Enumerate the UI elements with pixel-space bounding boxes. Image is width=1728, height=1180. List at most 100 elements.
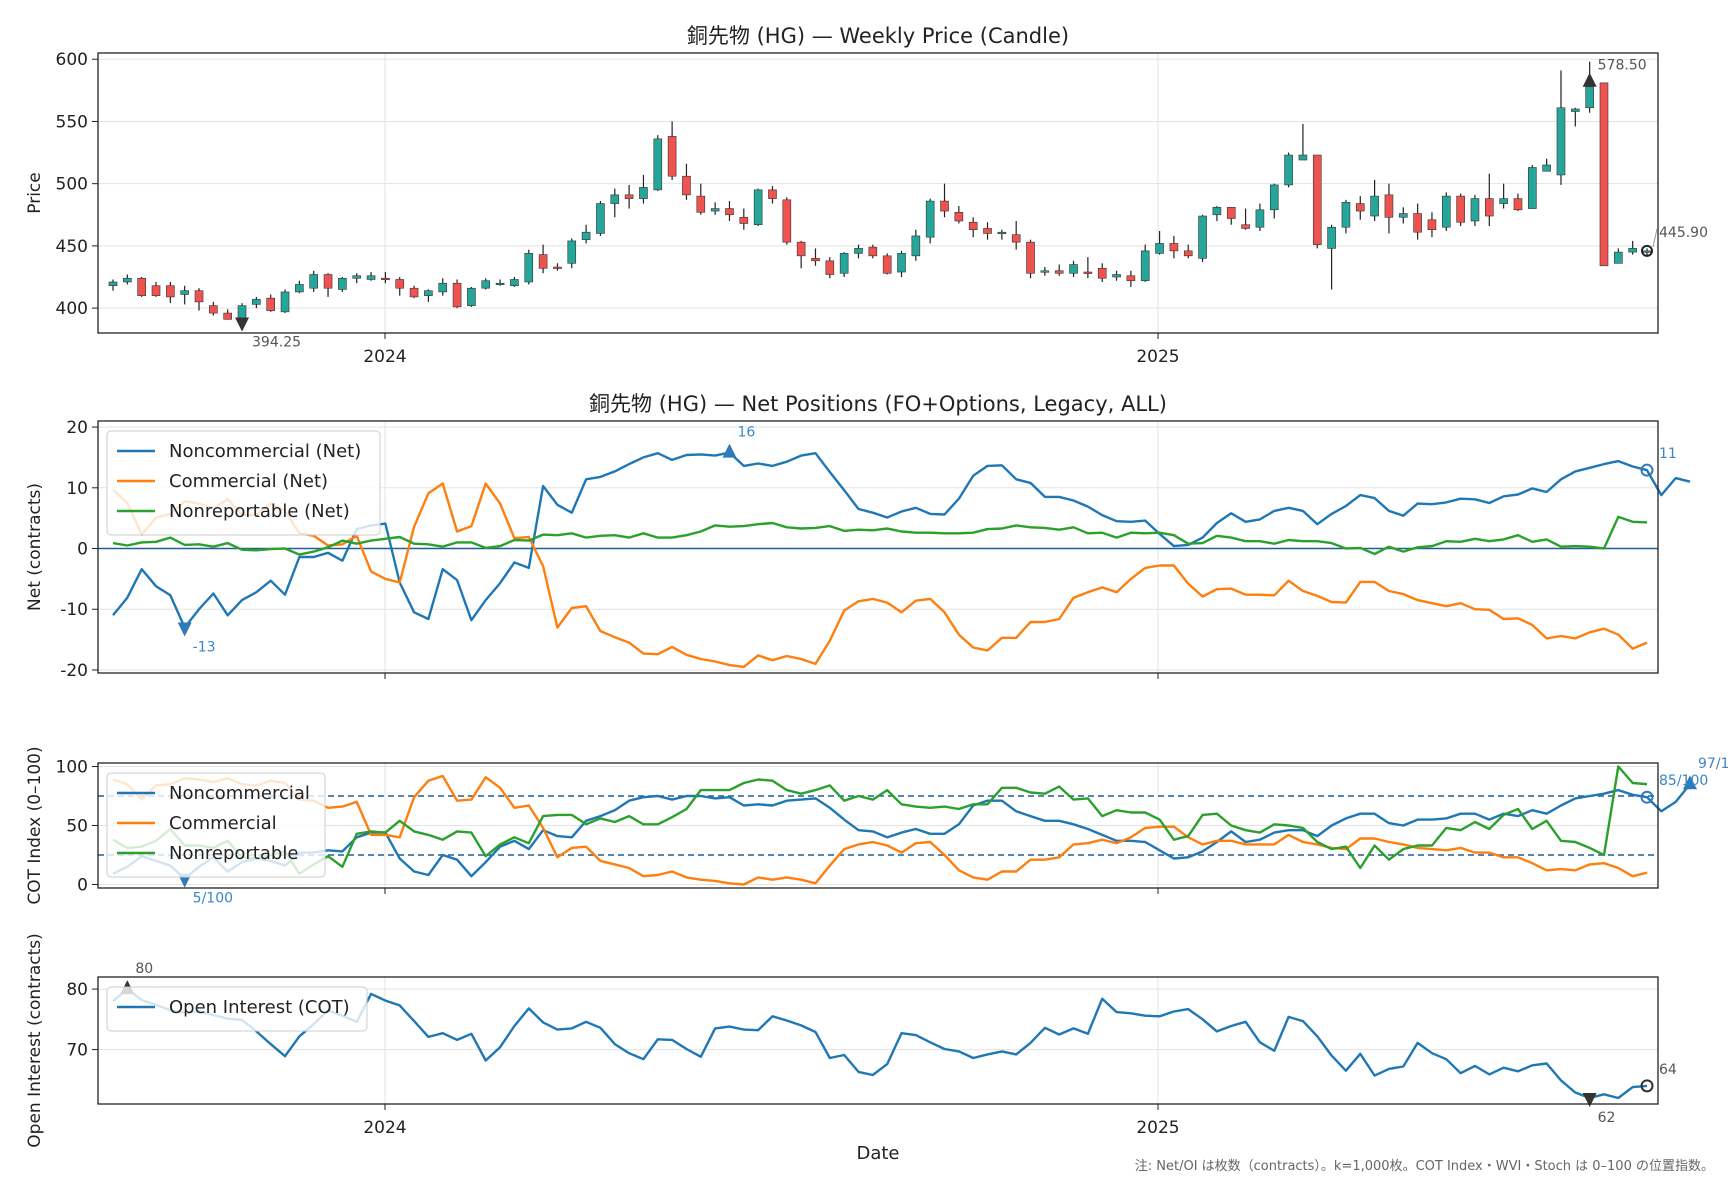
oi-ytick-label: 70 [66,1041,88,1061]
candle-body [725,208,734,216]
candle-body [1140,250,1150,282]
price-xtick-label-2025: 2025 [1136,347,1179,367]
candle-body [1255,209,1265,228]
candle-body [467,287,476,306]
candle-body [696,195,706,213]
candle-body [1441,195,1451,228]
candle-body [295,284,304,293]
candle-body [538,254,548,269]
candle-body [280,291,290,313]
candle-body [983,228,992,234]
price-ytick-label: 450 [56,237,88,257]
candle-body [137,277,146,296]
oi-ylabel: Open Interest (contracts) [25,933,45,1147]
candle-body [1298,154,1308,161]
candle-body [624,194,634,199]
candle-body [209,305,218,314]
price-last-leader [1652,228,1658,247]
candle-body [1011,234,1021,243]
candle-body [1083,271,1093,274]
candle-body [940,200,949,212]
candle-body [811,258,820,262]
candle-body [1556,107,1566,176]
price-ytick-label: 500 [56,175,88,195]
candle-body [825,260,835,275]
candle-body [682,175,691,196]
price-min-label: 394.25 [252,335,301,351]
candle-body [1355,203,1365,212]
legend-box [106,772,326,878]
candle-body [1427,219,1437,231]
price-ytick-label: 400 [56,299,88,319]
candle-body [968,221,978,231]
candle-body [1112,274,1121,278]
candle-body [1528,167,1537,209]
candle-body [409,287,419,298]
min-label: 62 [1598,1110,1616,1126]
cot-ylabel: COT Index (0–100) [25,746,45,904]
net-ytick-label: -20 [60,661,88,681]
series-line-commercial-net- [112,482,1648,669]
last-label: 11 [1659,446,1677,462]
candle-body [1054,270,1064,274]
legend-label: Commercial (Net) [169,471,328,492]
candle-body [739,216,749,224]
candle-body [1456,195,1465,223]
candle-body [1040,270,1050,273]
candle-body [1126,275,1136,282]
candle-body [1384,194,1394,218]
candle-body [1269,184,1279,211]
candle-body [323,274,333,289]
candle-body [1069,264,1078,274]
net-panel: -20 -10 0 10 20 Net (contracts) 銅先物 (HG) — Net… [25,392,1691,681]
oi-xtick-label-2025: 2025 [1136,1118,1179,1138]
min-marker [177,622,192,637]
candle-body [252,299,261,305]
candle-body [567,240,577,264]
footnote: 注: Net/OI は枚数（contracts）。k=1,000枚。COT In… [1134,1159,1714,1174]
candle-body [925,200,935,238]
oi-ytick-label: 80 [66,980,88,1000]
candle-body [495,282,505,286]
candle-body [653,138,663,191]
candle-body [1198,215,1207,259]
candle-body [581,231,591,240]
candle-body [796,241,806,257]
price-xtick-label-2024: 2024 [363,347,406,367]
candle-body [194,290,204,303]
price-ytick-label: 600 [56,50,88,70]
candle-body [911,235,921,257]
candle-body [1599,82,1609,267]
last-label: 85/100 [1659,773,1708,789]
candle-body [452,282,462,308]
price-max-marker [1582,72,1597,87]
max-label: 80 [135,961,153,977]
candle-body [882,255,892,274]
series-line-noncommercial [112,783,1691,880]
candle-body [854,248,863,254]
axes-frame [97,52,1659,334]
candle-body [1341,202,1351,228]
candle-body [1370,195,1379,217]
price-panel: 400 450 500 550 600 Price 銅先物 (HG) — Weekly Pr… [25,24,1708,367]
candle-body [868,246,878,257]
candle-body [338,277,347,290]
candle-body [1628,248,1637,253]
min-marker [1582,1092,1597,1107]
candle-body [710,208,720,212]
candle-body [610,194,620,204]
price-last-marker [1641,244,1653,257]
cot-ytick-label: 0 [77,875,88,895]
candle-body [1097,267,1107,279]
candle-body [1484,198,1494,217]
cot-ytick-label: 50 [66,817,88,837]
price-ylabel: Price [25,172,45,213]
series-line-nonreportable-net- [112,515,1648,556]
candle-body [997,231,1007,234]
net-ylabel: Net (contracts) [25,483,45,611]
candle-body [151,285,161,296]
candle-body [266,297,276,311]
net-ytick-label: 20 [66,418,88,438]
candle-body [1542,164,1551,172]
